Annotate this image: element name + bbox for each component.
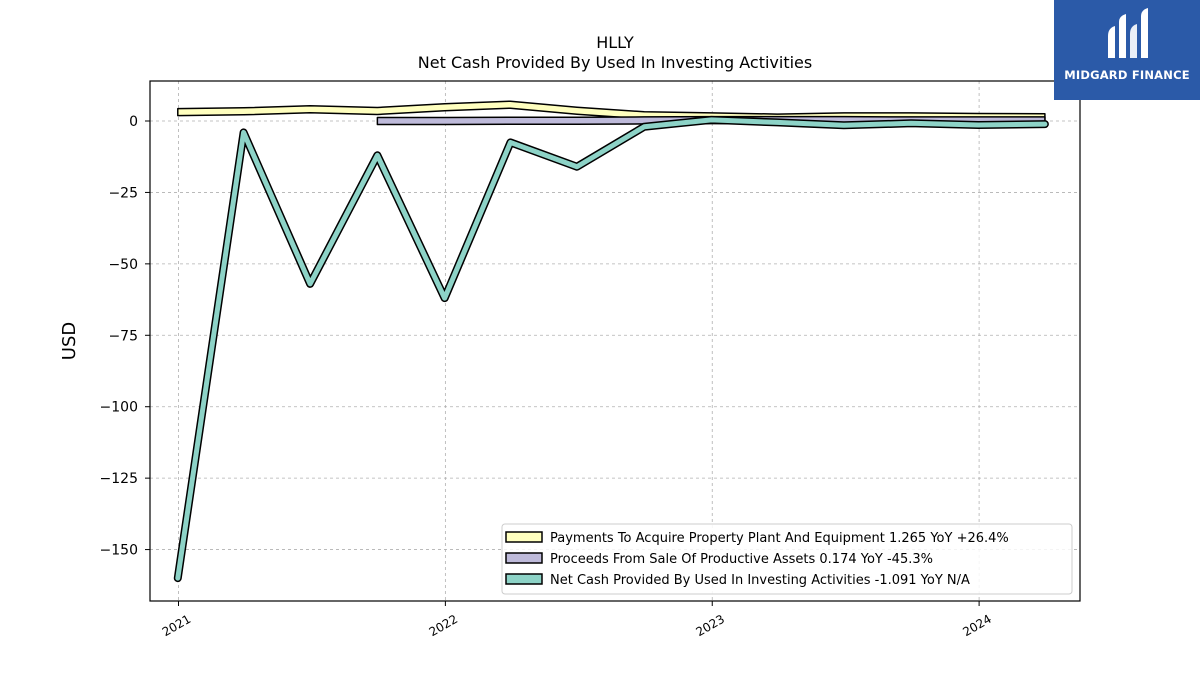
logo-mark-icon <box>1108 8 1148 58</box>
x-tick-label: 2024 <box>960 612 993 639</box>
y-tick-label: −125 <box>100 471 138 487</box>
legend-label-0: Payments To Acquire Property Plant And E… <box>550 531 1009 546</box>
grid <box>150 81 1080 601</box>
brand-name: MIDGARD FINANCE <box>1064 68 1190 82</box>
legend-label-1: Proceeds From Sale Of Productive Assets … <box>550 552 933 567</box>
y-tick-label: −50 <box>108 257 138 273</box>
y-tick-label: −100 <box>100 400 138 416</box>
legend-label-2: Net Cash Provided By Used In Investing A… <box>550 573 970 588</box>
chart-subtitle: Net Cash Provided By Used In Investing A… <box>418 53 812 72</box>
brand-logo: MIDGARD FINANCE <box>1054 0 1200 100</box>
legend-swatch-1 <box>505 552 543 564</box>
axes-layer: 0 −25 −50 −75 −100 −125 −150 2021 2022 2023 2024 <box>100 114 994 639</box>
legend-swatch-2 <box>505 573 543 585</box>
y-axis-label: USD <box>59 322 80 360</box>
series-layer <box>173 100 1049 583</box>
y-tick-label: −25 <box>108 185 138 201</box>
plot-frame <box>149 80 1081 602</box>
legend: Payments To Acquire Property Plant And E… <box>501 523 1073 595</box>
y-tick-label: 0 <box>129 114 138 130</box>
series-line-2 <box>175 117 1048 581</box>
legend-box <box>501 523 1073 595</box>
x-tick-label: 2021 <box>160 612 193 639</box>
series-line-outline-2 <box>173 115 1049 583</box>
x-tick-label: 2023 <box>694 612 727 639</box>
x-tick-label: 2022 <box>427 612 460 639</box>
legend-swatch-0 <box>505 531 543 543</box>
y-tick-label: −75 <box>108 328 138 344</box>
chart-title: HLLY <box>596 33 634 52</box>
y-tick-label: −150 <box>100 543 138 559</box>
